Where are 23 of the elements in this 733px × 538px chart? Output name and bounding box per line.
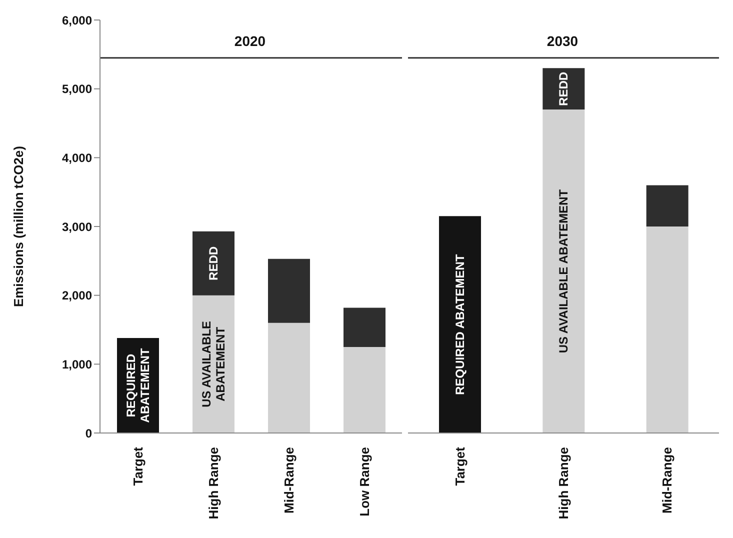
x-tick-label: Low Range (356, 447, 372, 516)
series-label: US AVAILABLE ABATEMENT (556, 188, 571, 354)
series-label: US AVAILABLE ABATEMENT (200, 320, 228, 408)
series-label: REDD (556, 72, 571, 106)
y-tick-label: 0 (85, 426, 92, 440)
x-tick-label: High Range (556, 447, 571, 520)
x-tick-label: Target (130, 446, 146, 486)
x-tick-label: Mid-Range (660, 447, 675, 514)
y-axis-title: Emissions (million tCO2e) (12, 146, 26, 308)
text: 2030 (546, 33, 580, 50)
x-tick-label: Target (452, 446, 468, 486)
y-tick-label: 5,000 (62, 82, 92, 96)
series-label: REQUIRED ABATEMENT (453, 254, 467, 395)
y-tick-label: 3,000 (62, 220, 92, 234)
series-label: REQUIRED ABATEMENT (124, 348, 152, 423)
y-tick-label: 2,000 (62, 288, 92, 303)
y-tick-label: 6,000 (62, 13, 92, 28)
y-tick-label: 4,000 (62, 150, 92, 165)
x-tick-label: Mid-Range (281, 447, 296, 514)
series-label: REDD (206, 246, 220, 280)
text: 2020 (233, 33, 267, 50)
y-tick-label: 1,000 (62, 357, 92, 372)
x-tick-label: High Range (206, 447, 221, 520)
